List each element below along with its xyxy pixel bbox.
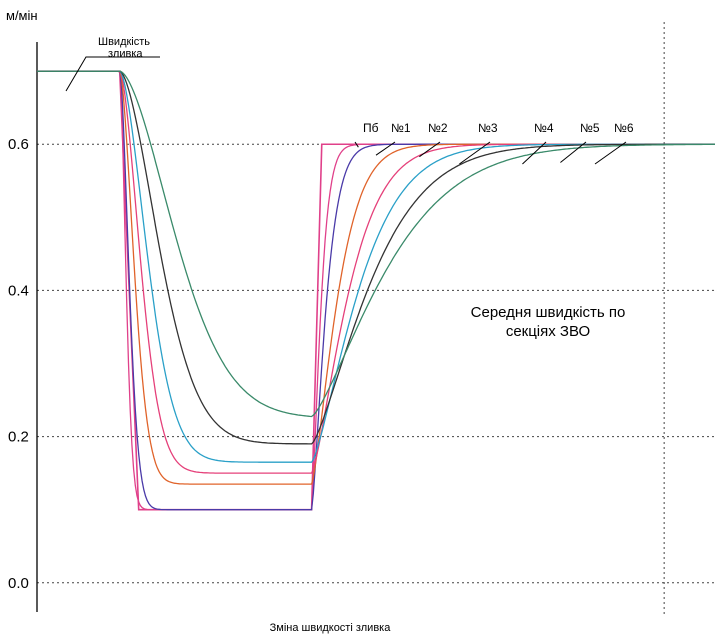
series-label-leader	[522, 141, 547, 165]
mean-speed-annotation-line1: Середня швидкість по	[471, 304, 626, 321]
y-tick-label: 0.0	[8, 575, 29, 592]
mean-speed-annotation-line2: секціях ЗВО	[506, 323, 590, 340]
series-label: №2	[428, 121, 448, 135]
x-axis-label: Зміна швидкості зливка	[270, 622, 392, 634]
series-label-leader	[594, 141, 627, 165]
series-label-leader	[560, 141, 587, 163]
series-label: Пб	[363, 121, 379, 135]
series-labels: Пб №1 №2 №3 №4 №5 №6	[354, 121, 634, 165]
series-line-7	[37, 70, 715, 418]
grid-lines	[37, 143, 715, 584]
series-label: №1	[391, 121, 411, 135]
y-tick-label: 0.6	[8, 136, 29, 153]
ingot-speed-annotation-line2: зливка	[108, 48, 143, 60]
series-label: №4	[534, 121, 554, 135]
series-line-6	[37, 70, 715, 445]
series-label: №6	[614, 121, 634, 135]
series-label-leader	[354, 141, 359, 148]
y-axis-unit-label: м/мін	[6, 8, 38, 23]
y-tick-label: 0.2	[8, 429, 29, 446]
ingot-speed-leader-line	[65, 56, 160, 92]
series-label-leader	[375, 141, 396, 156]
series-lines	[37, 70, 715, 511]
ingot-speed-annotation-line1: Швидкість	[98, 36, 150, 48]
y-tick-labels: 0.0 0.2 0.4 0.6	[8, 136, 29, 592]
series-label: №5	[580, 121, 600, 135]
y-tick-label: 0.4	[8, 282, 29, 299]
series-label-leader	[419, 141, 441, 158]
series-label: №3	[478, 121, 498, 135]
series-label-leader	[459, 141, 491, 165]
